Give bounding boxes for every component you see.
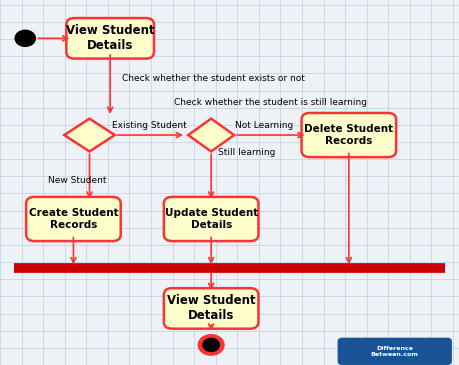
FancyBboxPatch shape (66, 18, 154, 58)
FancyBboxPatch shape (164, 288, 258, 328)
FancyBboxPatch shape (302, 113, 396, 157)
Polygon shape (188, 119, 234, 151)
Circle shape (15, 30, 35, 46)
Circle shape (203, 338, 219, 351)
Circle shape (198, 335, 224, 355)
Text: Difference
Between.com: Difference Between.com (371, 346, 419, 357)
Text: Still learning: Still learning (218, 148, 275, 157)
Text: Not Learning: Not Learning (235, 120, 293, 130)
Text: Check whether the student is still learning: Check whether the student is still learn… (174, 98, 367, 107)
FancyBboxPatch shape (164, 197, 258, 241)
Text: Existing Student: Existing Student (112, 120, 186, 130)
Text: View Student
Details: View Student Details (66, 24, 155, 52)
Text: New Student: New Student (48, 176, 106, 185)
Text: View Student
Details: View Student Details (167, 295, 256, 322)
Text: Create Student
Records: Create Student Records (28, 208, 118, 230)
Text: Delete Student
Records: Delete Student Records (304, 124, 393, 146)
FancyBboxPatch shape (26, 197, 121, 241)
FancyBboxPatch shape (338, 338, 451, 364)
Polygon shape (64, 119, 115, 151)
Text: Update Student
Details: Update Student Details (164, 208, 258, 230)
Text: Check whether the student exists or not: Check whether the student exists or not (122, 74, 304, 83)
